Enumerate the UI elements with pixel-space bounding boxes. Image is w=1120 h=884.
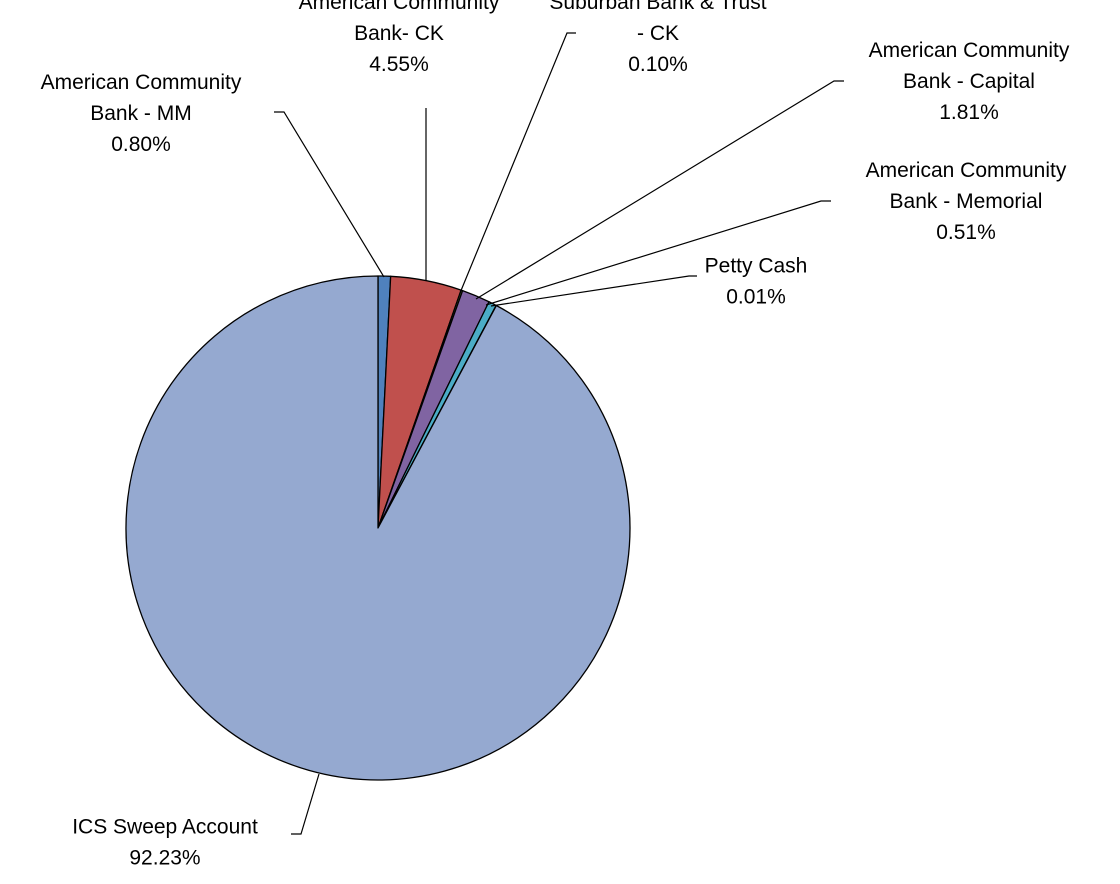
data-label-american-community-bank-memorial: American Community Bank - Memorial 0.51% [866,159,1067,244]
slice-name-label: Bank - Capital [903,70,1035,93]
slice-name-label: Petty Cash [705,254,808,277]
data-label-american-community-bank-mm: American Community Bank - MM 0.80% [41,71,242,156]
slice-percent-label: 0.01% [726,285,786,308]
slice-name-label: Bank- CK [354,22,444,45]
slice-name-label: Suburban Bank & Trust [549,0,766,14]
pie-slice-ics-sweep-account [125,275,631,781]
pie-slices [125,275,631,781]
leader-line-american-community-bank-memorial [485,200,831,306]
slice-name-label: American Community [41,71,242,94]
slice-name-label: ICS Sweep Account [72,815,258,838]
data-label-american-community-bank-capital: American Community Bank - Capital 1.81% [869,39,1070,124]
slice-percent-label: 0.51% [936,221,996,244]
leader-line-ics-sweep-account [291,773,320,835]
slice-percent-label: 1.81% [939,101,999,124]
slice-name-label: Bank - Memorial [890,190,1043,213]
leader-line-american-community-bank-capital [475,80,844,300]
data-label-american-community-bank-ck: American Community Bank- CK 4.55% [299,0,500,76]
leader-line-american-community-bank-mm [274,111,385,278]
leader-line-suburban-bank-trust-ck [459,32,576,294]
slice-percent-label: 0.10% [628,53,688,76]
data-label-ics-sweep-account: ICS Sweep Account 92.23% [72,815,258,869]
slice-percent-label: 92.23% [129,846,200,869]
slice-name-label: American Community [866,159,1067,182]
slice-name-label: American Community [299,0,500,14]
slice-name-label: - CK [637,22,679,45]
slice-percent-label: 0.80% [111,133,171,156]
data-label-suburban-bank-trust-ck: Suburban Bank & Trust - CK 0.10% [549,0,766,76]
data-label-petty-cash: Petty Cash 0.01% [705,254,808,308]
slice-name-label: American Community [869,39,1070,62]
leader-line-petty-cash [490,275,697,307]
slice-percent-label: 4.55% [369,53,429,76]
leader-lines [274,32,844,835]
slice-name-label: Bank - MM [90,102,192,125]
